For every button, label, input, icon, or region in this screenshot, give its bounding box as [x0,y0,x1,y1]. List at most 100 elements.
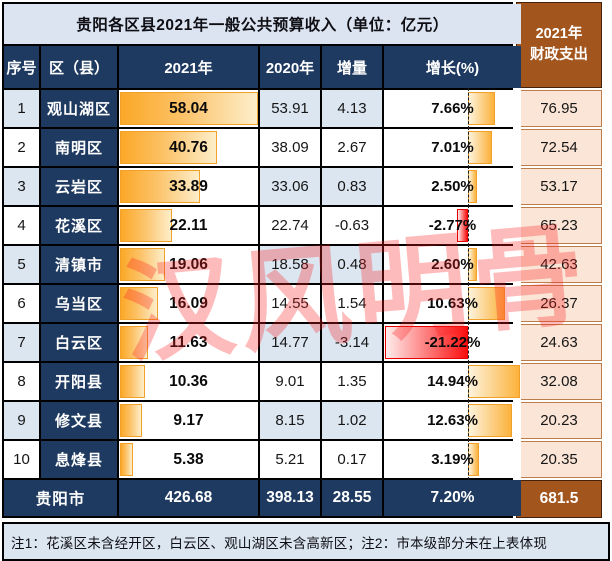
growth-cell-value: -2.77% [428,217,477,234]
growth-cell-value: 3.19% [431,451,474,468]
growth-cell-value: 10.63% [427,295,478,312]
growth-cell-value: 2.60% [431,256,474,273]
growth-cell: 10.63% [384,283,521,324]
revenue-2021-cell-value: 9.17 [173,411,204,429]
delta-cell-value: 2.67 [337,139,367,156]
revenue-2020-cell-value: 5.21 [275,451,305,468]
row-index-value: 2 [17,139,26,156]
revenue-2020-cell-value: 18.58 [271,256,309,273]
district-name-value: 花溪区 [54,218,103,235]
revenue-2021-cell: 5.38 [119,441,258,478]
revenue-2021-cell-value: 33.89 [169,177,208,195]
expense-cell: 53.17 [516,168,602,205]
main-table: 贵阳各区县2021年一般公共预算收入（单位：亿元） 序号 区（县） 2021年 … [2,2,521,518]
growth-cell-value: 7.01% [431,139,474,156]
growth-cell: -2.77% [384,205,521,246]
revenue-databar [120,404,142,437]
district-name: 花溪区 [41,207,117,244]
expense-cell: 42.63 [516,246,602,283]
row-index: 9 [4,402,39,439]
revenue-2021-cell: 19.06 [119,246,258,283]
total-row-label: 贵阳市 [4,480,117,516]
row-index-value: 4 [17,217,26,234]
growth-cell: 7.66% [384,88,521,129]
delta-cell: 2.67 [322,129,382,166]
growth-cell-value: -21.22% [424,334,481,351]
growth-cell: 14.94% [384,361,521,402]
revenue-2020-cell-value: 33.06 [271,178,309,195]
revenue-databar [120,248,166,281]
row-index: 5 [4,246,39,283]
district-name: 息烽县 [41,441,117,478]
row-index: 2 [4,129,39,166]
district-name: 开阳县 [41,363,117,400]
growth-cell: 7.01% [384,127,521,168]
growth-cell-value: 7.66% [431,100,474,117]
growth-cell: 2.60% [384,244,521,285]
row-index-value: 8 [17,373,26,390]
delta-cell: 4.13 [322,90,382,127]
expense-cell: 65.23 [516,207,602,244]
growth-zero-axis [468,361,470,402]
district-name-value: 修文县 [54,413,103,430]
total-revenue-2021: 426.68 [119,480,258,516]
expense-header-line2: 财政支出 [530,47,588,63]
revenue-2021-cell-value: 10.36 [169,372,208,390]
revenue-2020-cell: 14.55 [260,285,320,322]
district-name-value: 云岩区 [54,179,103,196]
growth-databar-positive [468,131,493,164]
delta-cell-value: 1.02 [337,412,367,429]
expense-column-header: 2021年 财政支出 [516,2,602,88]
district-name-value: 观山湖区 [46,101,111,118]
row-index: 1 [4,90,39,127]
revenue-2021-cell: 33.89 [119,168,258,205]
revenue-databar [120,443,133,476]
delta-cell-value: 0.48 [337,256,367,273]
revenue-databar [120,209,173,242]
table-title: 贵阳各区县2021年一般公共预算收入（单位：亿元） [4,4,521,44]
growth-zero-axis [468,127,470,168]
row-index-value: 1 [17,100,26,117]
revenue-2020-cell: 22.74 [260,207,320,244]
revenue-2020-cell: 8.15 [260,402,320,439]
delta-cell-value: 1.35 [337,373,367,390]
revenue-2021-cell-value: 5.38 [173,450,204,468]
column-header-2021: 2021年 [119,46,258,88]
growth-zero-axis [468,205,470,246]
revenue-2021-cell: 10.36 [119,363,258,400]
revenue-2021-cell: 22.11 [119,207,258,244]
total-revenue-2020: 398.13 [260,480,320,516]
growth-cell-value: 2.50% [431,178,474,195]
revenue-databar [120,131,217,164]
revenue-databar [120,170,201,203]
revenue-2020-cell-value: 8.15 [275,412,305,429]
delta-cell: 0.48 [322,246,382,283]
column-header-district: 区（县） [41,46,117,88]
revenue-2021-cell-value: 11.63 [169,333,208,351]
expense-cell: 20.23 [516,402,602,439]
delta-cell-value: 0.83 [337,178,367,195]
delta-cell-value: -0.63 [334,217,370,234]
revenue-2020-cell-value: 22.74 [271,217,309,234]
expense-cell: 26.37 [516,285,602,322]
revenue-2021-cell-value: 19.06 [169,255,208,273]
revenue-2021-cell: 58.04 [119,90,258,127]
expense-header-line1: 2021年 [535,25,583,42]
row-index: 6 [4,285,39,322]
footnote: 注1：花溪区未含经开区，白云区、观山湖区未含高新区；注2：市本级部分未在上表体现 [2,522,610,561]
revenue-2021-cell-value: 22.11 [169,216,208,234]
revenue-2021-cell: 9.17 [119,402,258,439]
revenue-databar [120,326,148,359]
revenue-2020-cell-value: 14.77 [271,334,309,351]
growth-zero-axis [468,244,470,285]
delta-cell: 0.17 [322,441,382,478]
growth-cell: 12.63% [384,400,521,441]
row-index: 7 [4,324,39,361]
growth-databar-positive [468,365,520,398]
growth-databar-negative [457,209,469,242]
row-index-value: 3 [17,178,26,195]
revenue-2021-cell-value: 58.04 [169,99,208,117]
row-index: 10 [4,441,39,478]
table-wrapper: 贵阳各区县2021年一般公共预算收入（单位：亿元） 序号 区（县） 2021年 … [2,2,602,518]
revenue-2020-cell: 14.77 [260,324,320,361]
